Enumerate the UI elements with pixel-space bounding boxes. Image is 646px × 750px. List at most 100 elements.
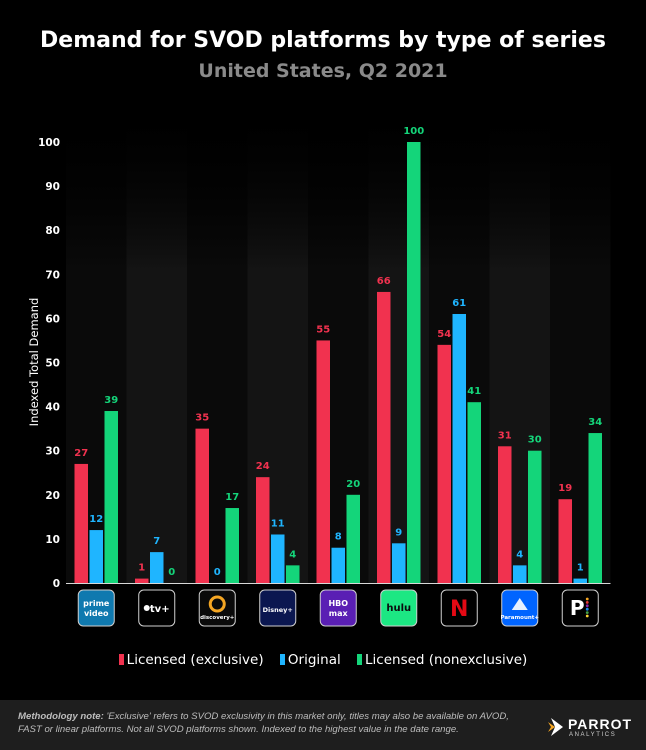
bar — [498, 446, 512, 583]
methodology-label: Methodology note: — [18, 711, 104, 722]
bar — [588, 433, 602, 583]
data-label: 17 — [225, 492, 239, 503]
hbo-max-logo-text: max — [329, 609, 349, 618]
paramount-mountain-icon — [511, 598, 528, 610]
bar — [89, 530, 103, 583]
y-tick-label: 90 — [45, 181, 60, 193]
legend-label-licensed-exclusive: Licensed (exclusive) — [126, 652, 264, 668]
data-label: 4 — [516, 549, 523, 560]
data-label: 27 — [74, 448, 88, 459]
data-label: 35 — [195, 413, 209, 424]
hulu-logo — [380, 589, 418, 627]
parrot-analytics-logo: PARROT ANALYTICS — [548, 714, 638, 740]
hulu-logo-text: hulu — [386, 603, 411, 614]
legend-swatch-licensed-exclusive — [118, 654, 124, 665]
bar — [573, 578, 587, 583]
discovery-ring-icon — [208, 595, 226, 613]
chart-subtitle: United States, Q2 2021 — [198, 60, 448, 82]
y-tick-label: 0 — [53, 578, 60, 590]
bar — [225, 508, 239, 583]
netflix-logo-text: N — [450, 597, 468, 622]
prime-video-logo — [77, 589, 115, 627]
y-tick-label: 70 — [45, 269, 60, 281]
apple-tv-logo-text: tv+ — [150, 604, 170, 615]
bar — [407, 142, 421, 583]
data-label: 11 — [271, 518, 285, 529]
brand-sub: ANALYTICS — [569, 732, 617, 738]
paramount-logo-text: Paramount+ — [500, 615, 539, 621]
bar — [135, 578, 149, 583]
legend-swatch-licensed-nonexclusive — [357, 654, 363, 665]
peacock-dot-icon — [585, 607, 589, 611]
peacock-logo — [561, 589, 599, 627]
bar — [452, 313, 466, 583]
data-label: 7 — [153, 536, 160, 547]
prime-video-logo-text: video — [84, 609, 109, 618]
bar — [331, 547, 345, 583]
bar — [271, 534, 285, 583]
legend-swatch-original — [279, 654, 285, 665]
peacock-dot-icon — [585, 601, 589, 604]
data-label: 12 — [89, 514, 103, 525]
peacock-dot-icon — [585, 597, 589, 601]
y-tick-label: 30 — [45, 446, 60, 458]
y-axis-label: Indexed Total Demand — [27, 298, 41, 427]
bar — [528, 450, 542, 583]
methodology-note: Methodology note: 'Exclusive' refers to … — [18, 710, 518, 736]
bar — [286, 565, 300, 583]
bar — [346, 494, 360, 583]
hbo-max-logo — [319, 589, 357, 627]
netflix-logo — [440, 589, 478, 627]
data-label: 55 — [316, 324, 330, 335]
data-label: 1 — [577, 563, 584, 574]
bar — [513, 565, 527, 583]
data-label: 9 — [395, 527, 402, 538]
bar — [195, 428, 209, 583]
peacock-logo-text: P — [570, 596, 585, 620]
y-tick-label: 100 — [38, 137, 60, 149]
legend-licensed-nonexclusive: Licensed (nonexclusive) — [357, 652, 527, 668]
data-label: 31 — [498, 430, 512, 441]
footer: Methodology note: 'Exclusive' refers to … — [0, 700, 646, 750]
discovery-logo-text: discovery+ — [200, 615, 235, 621]
apple-tv-logo — [138, 589, 176, 627]
bar — [392, 543, 406, 583]
legend-label-licensed-nonexclusive: Licensed (nonexclusive) — [365, 652, 528, 668]
prime-video-logo-text: prime — [83, 599, 110, 608]
data-label: 54 — [437, 329, 451, 340]
bar — [467, 402, 481, 583]
data-label: 4 — [289, 549, 296, 560]
bar — [74, 463, 88, 583]
y-tick-label: 10 — [45, 534, 60, 546]
data-label: 1 — [138, 563, 145, 574]
y-tick-label: 40 — [45, 402, 60, 414]
bar — [150, 552, 164, 583]
bar — [377, 291, 391, 583]
peacock-dot-icon — [585, 611, 589, 614]
legend-original: Original — [279, 652, 345, 668]
data-label: 34 — [588, 417, 602, 428]
data-label: 100 — [403, 126, 424, 137]
disney-logo-text: Disney+ — [263, 606, 293, 614]
data-label: 24 — [256, 461, 270, 472]
chart-legend: Licensed (exclusive) Original Licensed (… — [0, 652, 646, 668]
data-label: 20 — [346, 479, 360, 490]
chart-title: Demand for SVOD platforms by type of ser… — [40, 28, 606, 53]
brand-name: PARROT — [568, 716, 633, 732]
y-tick-label: 60 — [45, 313, 60, 325]
y-tick-label: 20 — [45, 490, 60, 502]
legend-licensed-exclusive: Licensed (exclusive) — [118, 652, 268, 668]
apple-icon — [143, 605, 150, 611]
data-label: 19 — [558, 483, 572, 494]
data-label: 0 — [168, 567, 175, 578]
bar — [104, 411, 118, 583]
parrot-icon — [548, 718, 563, 736]
methodology-text: 'Exclusive' refers to SVOD exclusivity i… — [18, 711, 509, 735]
bar — [316, 340, 330, 583]
category-band — [126, 102, 187, 583]
data-label: 0 — [214, 567, 221, 578]
data-label: 61 — [452, 298, 466, 309]
data-label: 8 — [335, 532, 342, 543]
hbo-max-logo-text: HBO — [328, 599, 348, 608]
legend-label-original: Original — [287, 652, 341, 668]
